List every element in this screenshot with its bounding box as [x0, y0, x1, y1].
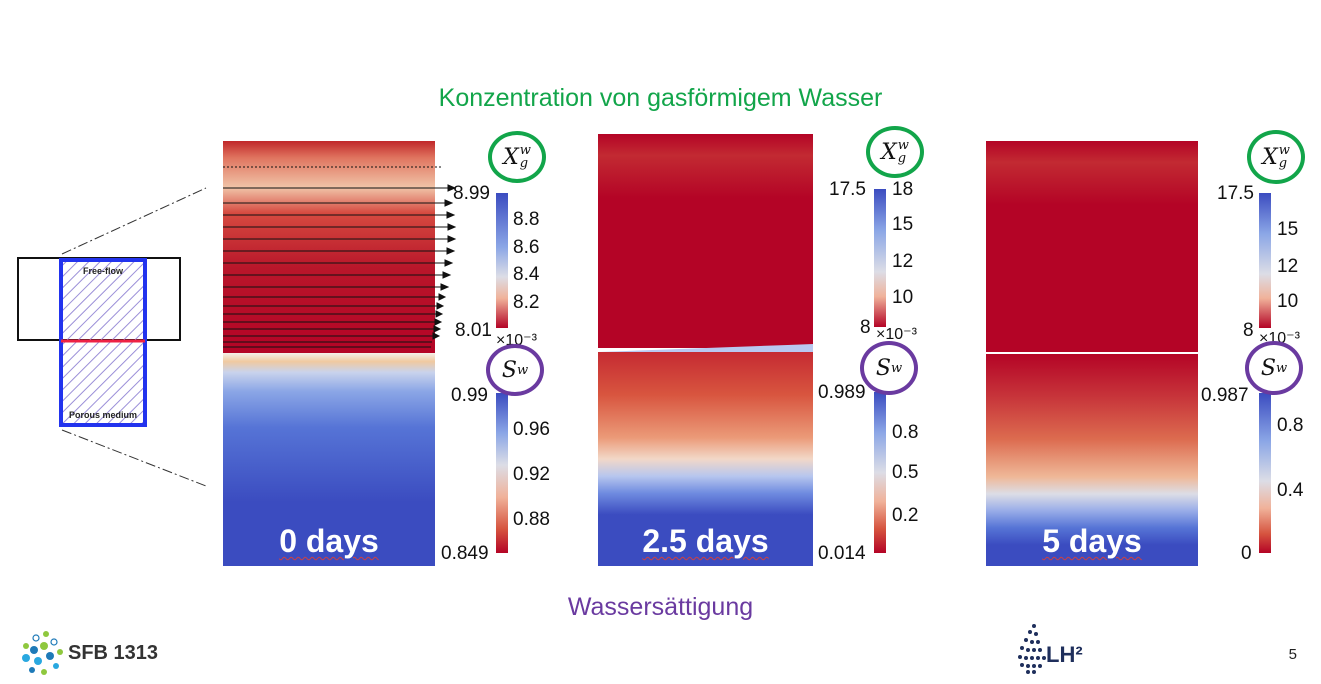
title-gas-concentration: Konzentration von gasförmigem Wasser: [438, 84, 883, 112]
sat-min-0: 0.849: [441, 543, 489, 564]
sat-tick-0-1: 0.92: [513, 464, 550, 485]
gas-maxleft-2: 17.5: [1217, 183, 1254, 204]
sat-max-2: 0.987: [1201, 385, 1249, 406]
exponent-1: ×10⁻³: [876, 326, 917, 343]
gas-colorbar-1: [874, 189, 886, 327]
gas-colorbar-2: [1259, 193, 1271, 328]
interface-layer: [986, 352, 1198, 354]
gas-tick-2-2: 10: [1277, 291, 1299, 312]
gas-tick-0-3: 8.2: [513, 292, 540, 313]
sfb-logo-text: SFB 1313: [68, 642, 159, 664]
sat-tick-1-2: 0.2: [892, 505, 919, 526]
gas-min-2: 8: [1243, 320, 1254, 341]
gas-min-0: 8.01: [455, 320, 492, 341]
gas-tick-1-2: 10: [892, 287, 914, 308]
sat-max-0: 0.99: [451, 385, 488, 406]
saturation-field: [986, 354, 1198, 566]
sat-tick-1-0: 0.8: [892, 422, 919, 443]
lh2-logo-icon: [1018, 624, 1046, 674]
page-number: 5: [1288, 646, 1297, 663]
porous-medium-label: Porous medium: [69, 410, 137, 420]
zoom-line-top: [61, 187, 207, 255]
gas-field: [598, 134, 813, 348]
sat-tick-0-0: 0.96: [513, 419, 550, 440]
gas-tick-0-1: 8.6: [513, 237, 540, 258]
time-label: 5 days: [1042, 523, 1142, 559]
zoom-line-bottom: [61, 429, 207, 487]
panel-0-days: 0 days: [223, 141, 457, 566]
gas-tick-1-0: 15: [892, 214, 914, 235]
gas-field: [986, 141, 1198, 353]
gas-field: [223, 141, 435, 353]
panel-5-days: 5 days: [986, 141, 1198, 566]
caption-water-saturation: Wassersättigung: [567, 593, 754, 621]
gas-tick-1-1: 12: [892, 251, 914, 272]
sat-tick-2-0: 0.8: [1277, 415, 1304, 436]
gas-max-0: 8.99: [453, 183, 490, 204]
gas-tick-2-0: 15: [1277, 219, 1299, 240]
sat-colorbar-2: [1259, 393, 1271, 553]
sat-tick-1-1: 0.5: [892, 462, 919, 483]
lh2-logo-text: LH²: [1046, 642, 1083, 667]
sat-max-1: 0.989: [818, 382, 866, 403]
time-label: 2.5 days: [642, 523, 769, 559]
sat-tick-0-2: 0.88: [513, 509, 550, 530]
sat-colorbar-1: [874, 392, 886, 553]
gas-colorbar-0: [496, 193, 508, 328]
sat-colorbar-0: [496, 393, 508, 553]
sat-min-1: 0.014: [818, 543, 866, 564]
velocity-arrows: [223, 166, 457, 348]
sat-min-2: 0: [1241, 543, 1252, 564]
sfb-logo-icon: [22, 631, 63, 675]
domain-schematic: Free-flow Porous medium: [17, 187, 207, 487]
free-flow-label: Free-flow: [83, 266, 124, 276]
gas-tick-0-0: 8.8: [513, 209, 540, 230]
saturation-field: [223, 353, 435, 566]
gas-max-1: 18: [892, 179, 914, 200]
panel-2-5-days: 2.5 days: [598, 134, 813, 566]
time-label: 0 days: [279, 523, 379, 559]
gas-tick-0-2: 8.4: [513, 264, 540, 285]
saturation-field: [598, 352, 813, 566]
gas-maxleft-1: 17.5: [829, 179, 866, 200]
gas-min-1: 8: [860, 317, 871, 338]
sat-tick-2-1: 0.4: [1277, 480, 1304, 501]
gas-tick-2-1: 12: [1277, 256, 1299, 277]
